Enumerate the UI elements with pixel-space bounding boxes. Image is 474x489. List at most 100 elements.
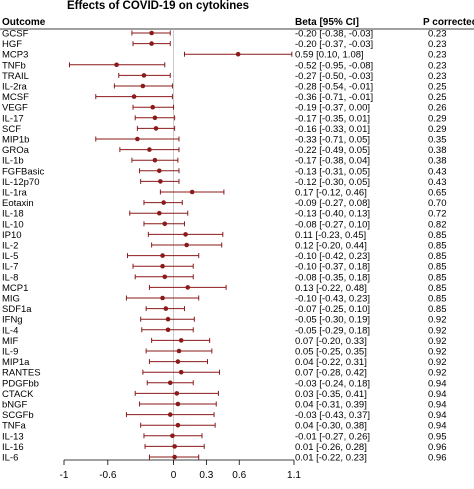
p-value: 0.85 bbox=[428, 241, 447, 252]
point-estimate bbox=[172, 444, 177, 449]
table-row: IL-2 0.12 [-0.20, 0.44] 0.85 bbox=[2, 241, 447, 252]
row-label: IL-2ra bbox=[2, 82, 28, 93]
row-label: IL-13 bbox=[2, 431, 24, 442]
table-row: SCF -0.16 [-0.33, 0.01] 0.29 bbox=[2, 124, 447, 135]
beta-ci-value: -0.07 [-0.25, 0.10] bbox=[295, 304, 370, 315]
row-label: IL-4 bbox=[2, 325, 18, 336]
row-label: VEGF bbox=[2, 103, 28, 114]
row-label: GROa bbox=[2, 145, 30, 156]
point-estimate bbox=[189, 189, 195, 195]
point-estimate bbox=[135, 136, 140, 142]
table-row: IL-7 -0.10 [-0.37, 0.18] 0.85 bbox=[2, 262, 447, 273]
table-row: Eotaxin -0.09 [-0.27, 0.08] 0.70 bbox=[2, 198, 447, 209]
point-estimate bbox=[162, 221, 168, 227]
point-estimate bbox=[174, 391, 180, 396]
point-estimate bbox=[152, 115, 158, 121]
beta-ci-value: -0.22 [-0.49, 0.05] bbox=[295, 145, 370, 156]
point-estimate bbox=[170, 433, 175, 439]
table-row: MIP1b -0.33 [-0.71, 0.05] 0.35 bbox=[2, 135, 447, 146]
p-value: 0.29 bbox=[428, 124, 447, 135]
beta-ci-value: 0.11 [-0.23, 0.45] bbox=[295, 230, 366, 241]
p-value: 0.38 bbox=[428, 145, 447, 156]
table-row: IL-1ra 0.17 [-0.12, 0.46] 0.65 bbox=[2, 188, 447, 199]
beta-ci-value: -0.09 [-0.27, 0.08] bbox=[295, 198, 370, 209]
row-label: PDGFbb bbox=[2, 378, 39, 389]
row-label: SCGFb bbox=[2, 410, 34, 421]
x-tick-label: 1.1 bbox=[287, 470, 301, 481]
x-tick-label: -0.6 bbox=[99, 470, 117, 481]
beta-ci-value: 0.07 [-0.28, 0.42] bbox=[295, 368, 367, 379]
point-estimate bbox=[167, 412, 173, 417]
point-estimate bbox=[152, 157, 158, 163]
p-value: 0.92 bbox=[428, 325, 447, 336]
point-estimate bbox=[141, 73, 147, 78]
table-row: SDF1a -0.07 [-0.25, 0.10] 0.85 bbox=[2, 304, 447, 315]
point-estimate bbox=[158, 179, 163, 184]
row-label: GCSF bbox=[2, 29, 29, 40]
beta-ci-value: -0.10 [-0.43, 0.23] bbox=[295, 294, 370, 305]
table-row: MIG -0.10 [-0.43, 0.23] 0.85 bbox=[2, 294, 447, 305]
chart-title: Effects of COVID-19 on cytokines bbox=[67, 0, 249, 12]
beta-ci-value: -0.16 [-0.33, 0.01] bbox=[295, 124, 370, 135]
p-value: 0.23 bbox=[428, 60, 447, 71]
beta-ci-value: -0.10 [-0.42, 0.23] bbox=[295, 251, 370, 262]
point-estimate bbox=[176, 348, 182, 354]
beta-ci-value: -0.20 [-0.37, -0.03] bbox=[295, 39, 373, 50]
p-value: 0.43 bbox=[428, 177, 447, 188]
p-value: 0.85 bbox=[428, 294, 447, 305]
row-label: IL-1b bbox=[2, 156, 24, 167]
row-label: TNFb bbox=[2, 60, 26, 71]
table-row: IL-10 -0.08 [-0.27, 0.10] 0.82 bbox=[2, 219, 447, 230]
beta-ci-value: -0.01 [-0.27, 0.26] bbox=[295, 431, 370, 442]
point-estimate bbox=[149, 30, 154, 36]
beta-ci-value: 0.04 [-0.31, 0.39] bbox=[295, 400, 367, 411]
table-row: MCP3 0.59 [0.10, 1.08] 0.23 bbox=[2, 50, 447, 61]
table-row: IFNg -0.05 [-0.30, 0.19] 0.92 bbox=[2, 315, 447, 326]
row-label: HGF bbox=[2, 39, 22, 50]
beta-ci-value: 0.01 [-0.22, 0.23] bbox=[295, 453, 367, 464]
beta-ci-value: 0.07 [-0.20, 0.33] bbox=[295, 336, 367, 347]
point-estimate bbox=[183, 232, 188, 237]
point-estimate bbox=[161, 200, 166, 205]
row-label: TNFa bbox=[2, 421, 26, 432]
point-estimate bbox=[163, 306, 169, 311]
p-value: 0.65 bbox=[428, 188, 447, 199]
table-row: IL-6 0.01 [-0.22, 0.23] 0.96 bbox=[2, 453, 447, 464]
row-label: IL-2 bbox=[2, 241, 18, 252]
row-label: IL-9 bbox=[2, 347, 18, 358]
table-row: IL-16 0.01 [-0.26, 0.28] 0.96 bbox=[2, 442, 447, 453]
row-label: IL-18 bbox=[2, 209, 24, 220]
table-row: MCSF -0.36 [-0.71, -0.01] 0.25 bbox=[2, 92, 447, 103]
p-value: 0.92 bbox=[428, 347, 447, 358]
p-value: 0.92 bbox=[428, 336, 447, 347]
table-row: MIP1a 0.04 [-0.22, 0.31] 0.92 bbox=[2, 357, 447, 368]
beta-ci-value: 0.03 [-0.35, 0.41] bbox=[295, 389, 367, 400]
p-value: 0.94 bbox=[428, 410, 447, 421]
point-estimate bbox=[167, 380, 173, 386]
beta-ci-value: -0.03 [-0.24, 0.18] bbox=[295, 378, 370, 389]
table-row: IL-1b -0.17 [-0.38, 0.04] 0.38 bbox=[2, 156, 447, 167]
beta-ci-value: -0.05 [-0.29, 0.18] bbox=[295, 325, 370, 336]
row-label: IL-8 bbox=[2, 272, 18, 283]
beta-ci-value: -0.33 [-0.71, 0.05] bbox=[295, 135, 370, 146]
beta-ci-value: 0.04 [-0.22, 0.31] bbox=[295, 357, 367, 368]
table-row: MCP1 0.13 [-0.22, 0.48] 0.85 bbox=[2, 283, 447, 294]
row-label: MIG bbox=[2, 294, 20, 305]
row-label: MIF bbox=[2, 336, 19, 347]
table-row: GROa -0.22 [-0.49, 0.05] 0.38 bbox=[2, 145, 447, 156]
p-value: 0.92 bbox=[428, 315, 447, 326]
row-label: CTACK bbox=[2, 389, 34, 400]
table-row: FGFBasic -0.13 [-0.31, 0.05] 0.43 bbox=[2, 166, 447, 177]
x-tick-label: 0.6 bbox=[232, 470, 246, 481]
point-estimate bbox=[149, 41, 154, 46]
x-tick-label: 0 bbox=[171, 470, 177, 481]
row-label: IL-5 bbox=[2, 251, 18, 262]
p-value: 0.29 bbox=[428, 113, 447, 124]
table-row: IP10 0.11 [-0.23, 0.45] 0.85 bbox=[2, 230, 447, 241]
row-label: RANTES bbox=[2, 368, 41, 379]
row-label: MIP1b bbox=[2, 135, 29, 146]
beta-ci-value: -0.08 [-0.35, 0.18] bbox=[295, 272, 370, 283]
row-label: SDF1a bbox=[2, 304, 32, 315]
beta-ci-value: 0.13 [-0.22, 0.48] bbox=[295, 283, 367, 294]
